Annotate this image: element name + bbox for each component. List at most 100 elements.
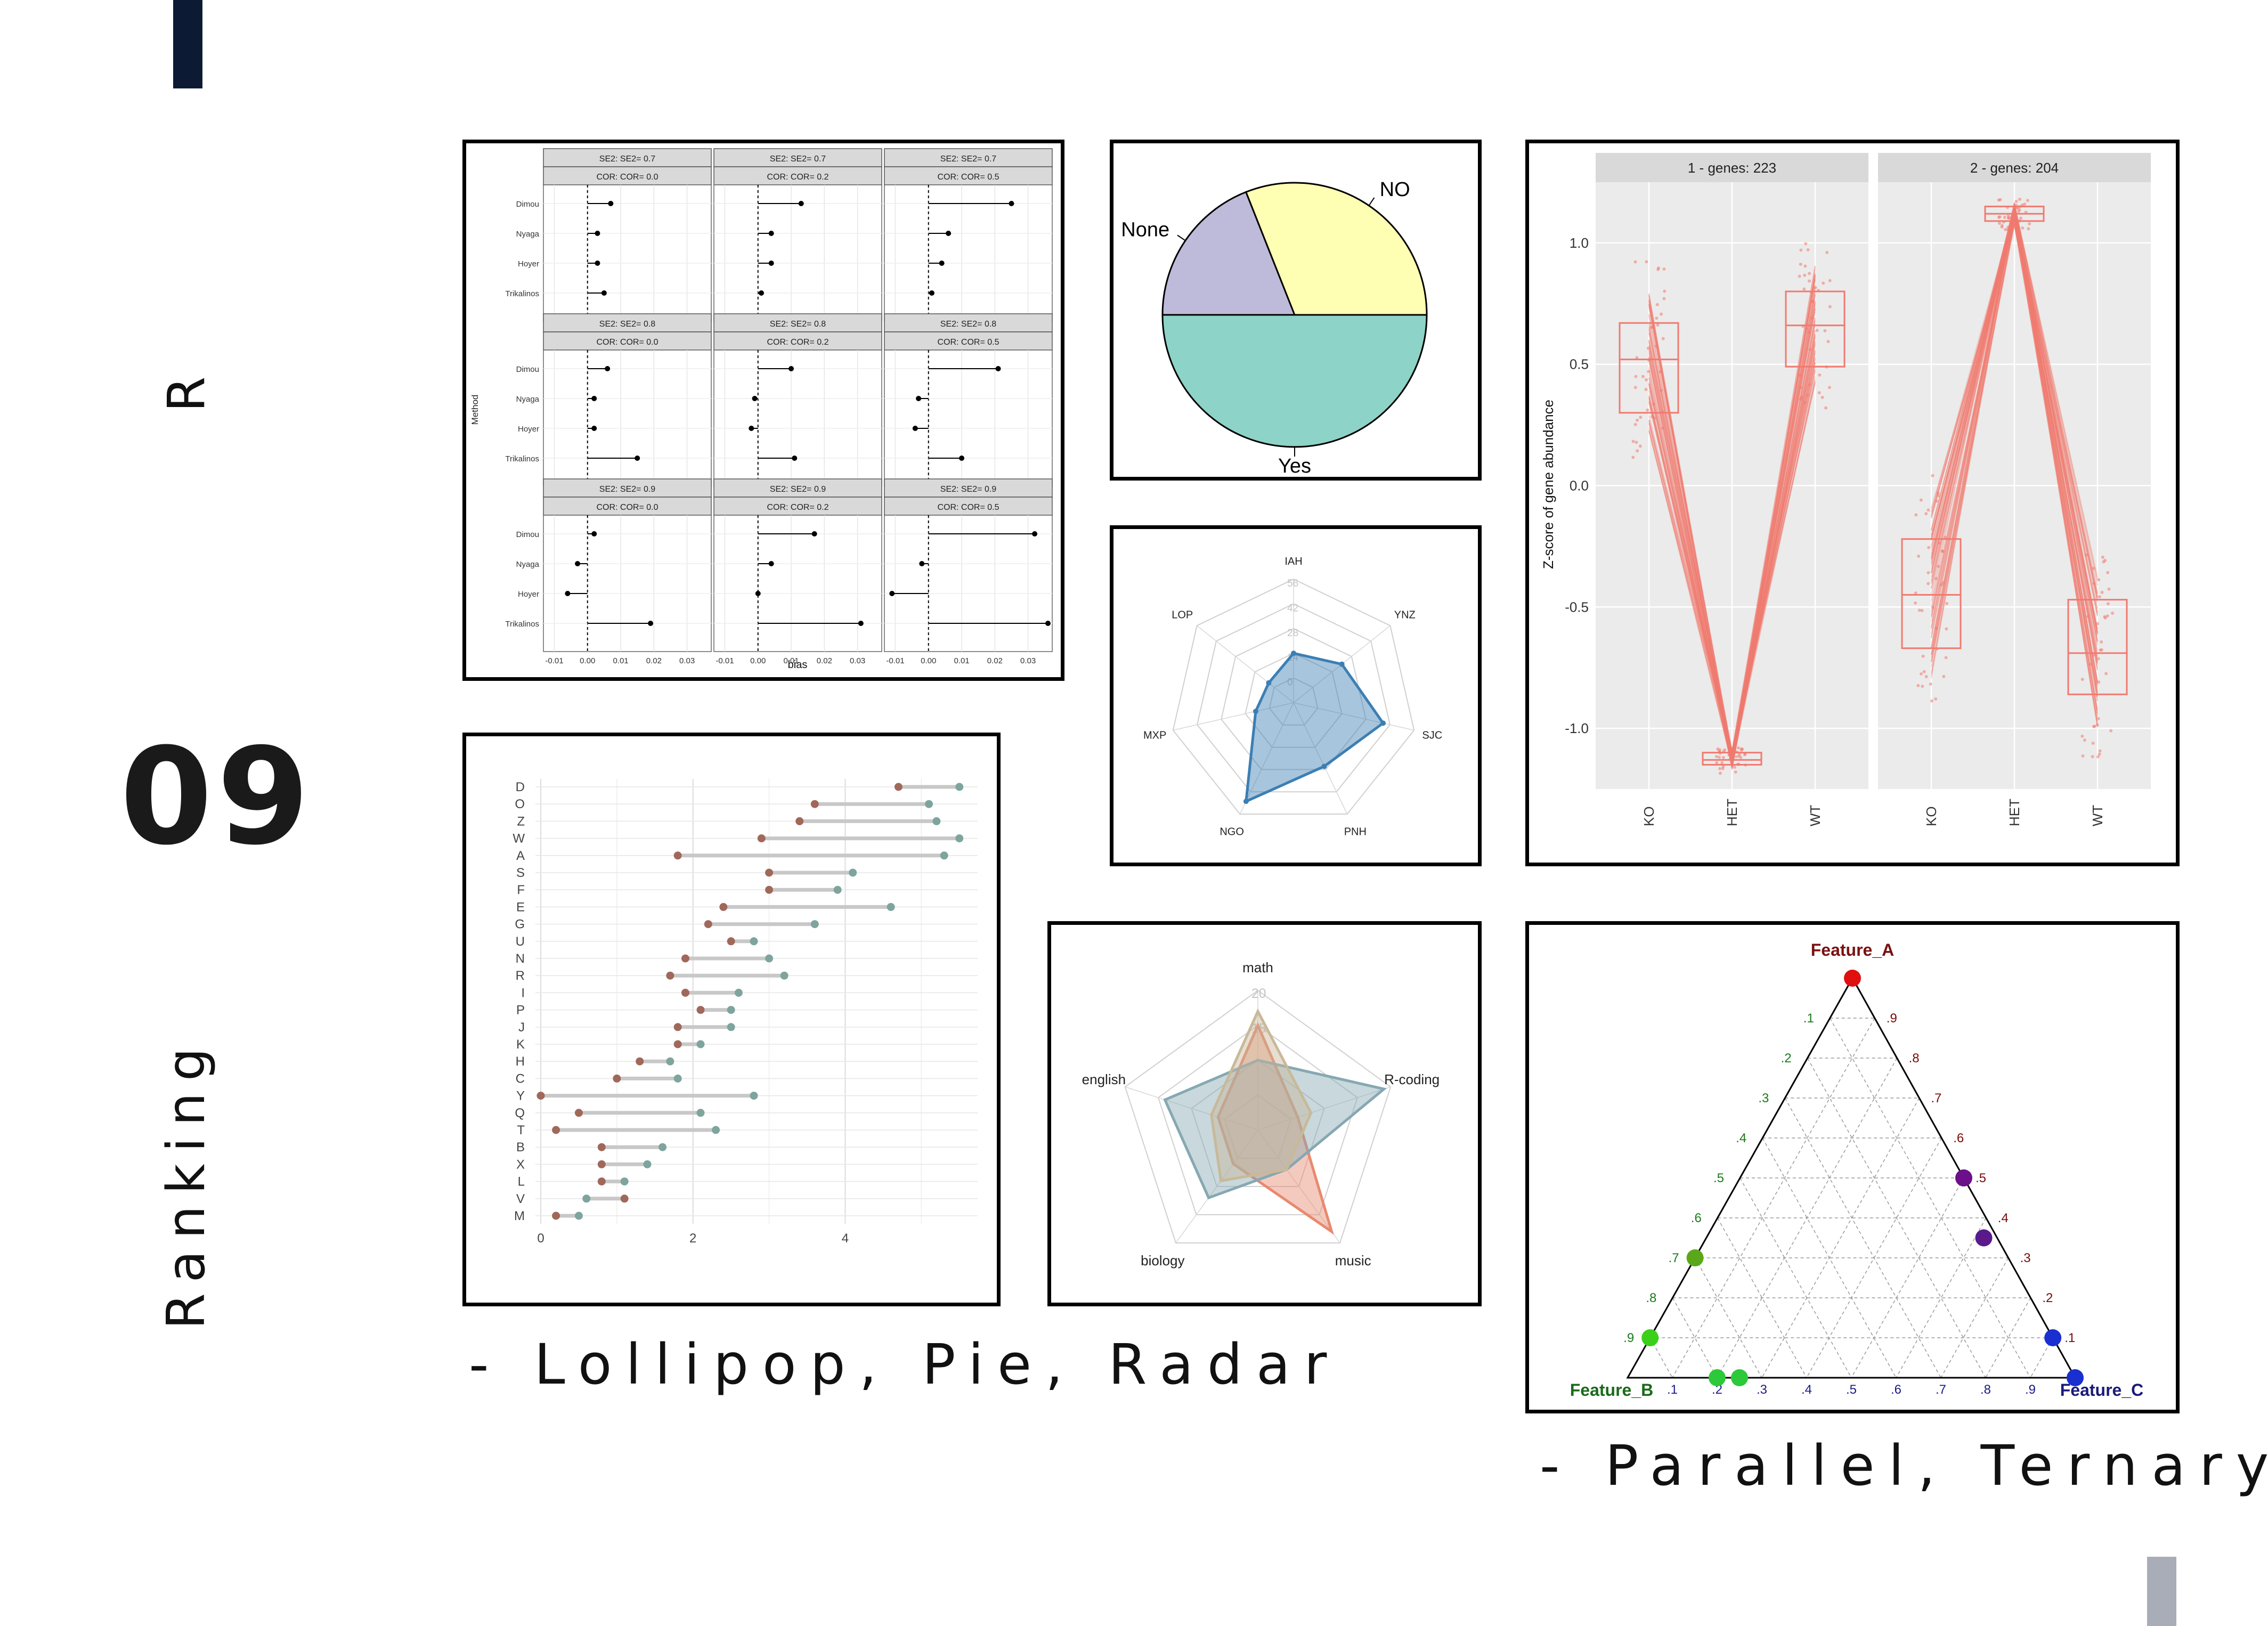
facet-label-se: SE2: SE2= 0.8	[599, 320, 656, 329]
jitter-point	[1804, 242, 1808, 246]
jitter-point	[1661, 337, 1665, 340]
radar-axis-label: SJC	[1422, 729, 1442, 741]
jitter-point	[1929, 682, 1932, 686]
jitter-point	[2011, 226, 2014, 230]
ternary-plot-chart: .1 .1 .1 .2 .2 .2 .3 .3 .3 .4 .4 .4 .5 .5 .5 .6 .6 .6 .7 .7…	[1570, 940, 2144, 1400]
gene-profile-line	[1648, 334, 1816, 763]
ternary-tick-a: .4	[1998, 1211, 2009, 1225]
jitter-point	[2080, 678, 2084, 681]
jitter-point	[1739, 755, 1743, 759]
dumbbell-point-value2	[833, 885, 842, 894]
facet-label-cor: COR: COR= 0.0	[596, 338, 658, 347]
gene-profile-line	[1648, 350, 1816, 756]
gene-profile-line	[1931, 210, 2098, 670]
bias-point	[798, 201, 804, 206]
jitter-point	[2111, 612, 2115, 615]
jitter-point	[1738, 753, 1742, 757]
x-tick-label: -0.01	[716, 656, 734, 665]
jitter-point	[1926, 571, 1930, 575]
jitter-point	[1825, 250, 1829, 254]
x-tick-label: 0.01	[613, 656, 628, 665]
facet-strip-se	[543, 148, 712, 167]
gene-profile-line	[1931, 205, 2098, 638]
dumbbell-point-value2	[780, 971, 788, 980]
jitter-point	[2106, 571, 2110, 574]
gene-profile-line	[1931, 204, 2098, 613]
jitter-point	[2095, 723, 2099, 727]
category-label: X	[516, 1157, 525, 1172]
bias-point	[595, 261, 600, 266]
ternary-point	[1955, 1169, 1972, 1186]
jitter-point	[1802, 287, 1806, 291]
jitter-point	[1799, 386, 1803, 389]
category-label: L	[518, 1175, 525, 1189]
jitter-point	[1734, 755, 1738, 759]
facet-label-cor: COR: COR= 0.5	[937, 338, 999, 347]
jitter-point	[1631, 456, 1635, 459]
jitter-point	[1651, 415, 1654, 419]
jitter-point	[1807, 330, 1810, 334]
ternary-gridline	[1672, 1297, 1718, 1378]
jitter-point	[1655, 303, 1659, 306]
x-tick-label: 0.02	[646, 656, 662, 665]
dumbbell-point-value1	[620, 1194, 629, 1203]
facet-panel	[543, 349, 712, 487]
pie-chart-panel: Yes None NO	[1110, 140, 1482, 481]
jitter-point	[1798, 274, 1801, 278]
jitter-point	[2004, 227, 2007, 231]
jitter-point	[2091, 742, 2095, 745]
boxplot-box	[1901, 538, 1962, 649]
facet-label-se: SE2: SE2= 0.7	[770, 155, 826, 164]
radar-axis-label: PNH	[1344, 826, 1367, 838]
bias-point	[946, 231, 952, 236]
boxplot-box	[1619, 322, 1679, 414]
gene-profile-line	[1931, 212, 2098, 633]
jitter-point	[1811, 300, 1815, 304]
gene-profile-line	[1648, 275, 1816, 770]
category-label: Q	[515, 1106, 525, 1120]
accent-bar-bottom	[2147, 1557, 2176, 1626]
category-label: B	[516, 1140, 525, 1155]
radar-point	[1321, 763, 1327, 769]
jitter-point	[1655, 316, 1659, 320]
gene-profile-line	[1931, 207, 2098, 684]
ternary-point	[2044, 1329, 2062, 1346]
radar-spoke	[1293, 702, 1415, 731]
jitter-point	[2097, 578, 2101, 582]
caption-lollipop-pie-radar: - Lollipop, Pie, Radar	[469, 1332, 1341, 1397]
jitter-point	[2027, 227, 2030, 231]
side-title-ranking: Ranking	[156, 1036, 217, 1330]
ternary-tick-c: .5	[1846, 1383, 1857, 1397]
jitter-point	[1917, 554, 1921, 558]
forest-plot-chart: Method SE2: SE2= 0.7 COR: COR= 0.0 Dimou Nya…	[470, 148, 1053, 671]
gene-profile-line	[1648, 370, 1816, 752]
bias-point	[601, 290, 607, 296]
jitter-point	[2107, 587, 2111, 591]
category-label: A	[516, 849, 525, 863]
method-label: Hoyer	[518, 590, 539, 599]
radar-grid-ring	[1269, 677, 1319, 726]
jitter-point	[1660, 312, 1663, 316]
dumbbell-point-value2	[673, 1074, 682, 1083]
gene-profile-line	[1931, 215, 2098, 633]
dumbbell-point-value1	[673, 851, 682, 860]
jitter-point	[1663, 289, 1667, 293]
jitter-point	[1659, 370, 1662, 374]
jitter-point	[1798, 373, 1802, 377]
bias-point	[959, 456, 965, 461]
jitter-point	[1945, 601, 1949, 605]
boxplot-box	[2067, 599, 2128, 695]
jitter-point	[2093, 725, 2096, 728]
bias-point	[995, 366, 1001, 371]
dumbbell-point-value1	[727, 937, 735, 946]
jitter-point	[1644, 387, 1648, 391]
dumbbell-point-value2	[696, 1040, 705, 1048]
jitter-point	[1828, 279, 1832, 282]
method-label: Dimou	[516, 365, 539, 374]
dumbbell-point-value2	[887, 903, 895, 911]
gene-profile-line	[1648, 287, 1816, 768]
ternary-label-a: Feature_A	[1811, 940, 1895, 960]
jitter-point	[1715, 761, 1719, 765]
